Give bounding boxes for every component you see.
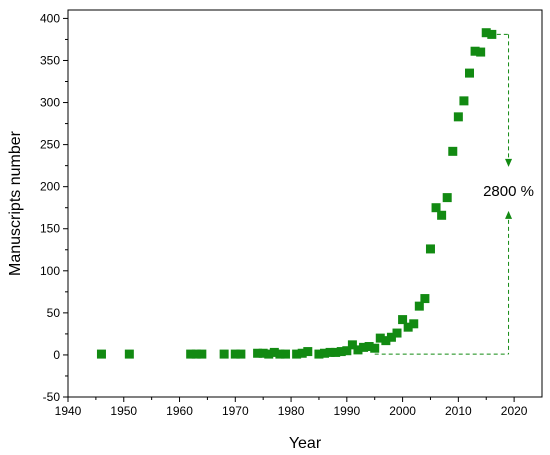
data-point: [425, 244, 435, 254]
data-point: [197, 349, 207, 359]
data-point: [280, 349, 290, 359]
x-tick-label: 1970: [222, 404, 249, 418]
y-tick-label: -50: [43, 390, 61, 404]
data-point: [303, 347, 313, 357]
data-point: [320, 348, 330, 358]
data-point: [331, 347, 341, 357]
data-point: [258, 348, 268, 358]
data-point: [219, 349, 229, 359]
y-tick-label: 350: [40, 53, 60, 67]
data-point: [453, 112, 463, 122]
data-point: [414, 301, 424, 311]
data-point: [236, 349, 246, 359]
data-point: [481, 28, 491, 38]
y-tick-label: 200: [40, 180, 60, 194]
data-point: [124, 349, 134, 359]
data-point: [437, 210, 447, 220]
x-axis-title: Year: [289, 435, 322, 452]
y-tick-label: 50: [47, 306, 61, 320]
data-point: [370, 343, 380, 353]
plot-frame: [67, 9, 543, 398]
data-point: [186, 349, 196, 359]
growth-annotation: 2800 %: [374, 33, 534, 355]
arrowhead-up-icon: [505, 210, 513, 219]
data-point: [342, 346, 352, 356]
data-point: [409, 319, 419, 329]
x-tick-label: 2000: [389, 404, 416, 418]
data-point: [420, 294, 430, 304]
data-point: [392, 328, 402, 338]
x-tick-label: 1980: [278, 404, 305, 418]
data-point: [325, 347, 335, 357]
data-point: [269, 347, 279, 357]
x-tick-label: 1960: [166, 404, 193, 418]
data-point: [431, 203, 441, 213]
data-point: [381, 336, 391, 346]
x-tick-label: 1990: [333, 404, 360, 418]
data-point: [459, 96, 469, 106]
data-point: [191, 349, 201, 359]
data-point: [230, 349, 240, 359]
data-point: [359, 342, 369, 352]
data-point: [364, 342, 374, 352]
data-point: [386, 332, 396, 342]
x-tick-label: 2020: [501, 404, 528, 418]
data-point: [470, 46, 480, 56]
y-tick-label: 250: [40, 138, 60, 152]
data-point: [487, 29, 497, 39]
data-point: [314, 349, 324, 359]
data-points: [96, 28, 497, 359]
data-point: [347, 340, 357, 350]
data-point: [375, 333, 385, 343]
data-point: [253, 348, 263, 358]
data-point: [442, 193, 452, 203]
x-tick-label: 1940: [55, 404, 82, 418]
data-point: [465, 68, 475, 78]
y-tick-label: 100: [40, 264, 60, 278]
x-tick-label: 2010: [445, 404, 472, 418]
y-tick-label: 400: [40, 11, 60, 25]
annotation-label: 2800 %: [483, 183, 534, 200]
y-axis-title: Manuscripts number: [7, 130, 24, 276]
data-point: [403, 322, 413, 332]
y-tick-label: 150: [40, 222, 60, 236]
arrowhead-down-icon: [505, 158, 513, 167]
x-axis: 1940 1950 1960 1970 1980 1990 2000 2010 2020: [55, 397, 528, 418]
data-point: [398, 315, 408, 325]
plot-area: [67, 9, 543, 398]
y-tick-label: 0: [53, 348, 60, 362]
data-point: [264, 349, 274, 359]
data-point: [476, 47, 486, 57]
data-point: [353, 345, 363, 355]
data-point: [336, 347, 346, 357]
data-point: [292, 349, 302, 359]
data-point: [297, 348, 307, 358]
data-point: [275, 349, 285, 359]
y-tick-label: 300: [40, 96, 60, 110]
x-tick-label: 1950: [110, 404, 137, 418]
data-point: [96, 349, 106, 359]
y-axis: -50 0 50 100 150 200 250 300 350 400: [40, 11, 68, 404]
data-point: [448, 146, 458, 156]
